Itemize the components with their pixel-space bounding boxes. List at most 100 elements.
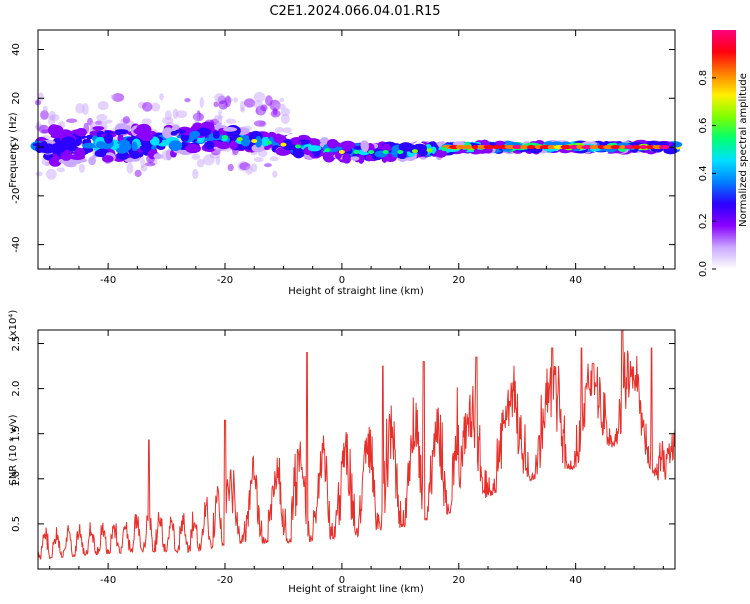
spectrogram-core [324, 148, 331, 153]
spectrogram-haze [141, 118, 152, 126]
spectrogram-haze [159, 93, 164, 101]
spectrogram-cell [251, 144, 265, 153]
spectrogram-haze [280, 107, 291, 117]
colorbar-tick-label: 0.4 [698, 165, 709, 181]
spectrogram-haze [215, 156, 221, 166]
figure-title: C2E1.2024.066.04.01.R15 [269, 4, 440, 19]
spectrogram-haze [214, 93, 225, 103]
spectrogram-haze [253, 120, 266, 127]
spectrogram-core [589, 145, 600, 150]
snr-xtick-label: 40 [569, 575, 582, 586]
spectrogram-haze [263, 163, 272, 168]
spectrogram-blobs [30, 91, 683, 180]
spectrogram-core [338, 149, 345, 154]
colorbar-tick-label: 0.0 [698, 261, 709, 277]
spectrogram-core [471, 145, 479, 150]
spectrogram-ticks: -40 -20 0 20 40 -40 -20 0 20 40 [11, 30, 675, 286]
spectrogram-cell [153, 153, 162, 160]
snr-xlabel: Height of straight line (km) [288, 584, 424, 595]
spectrogram-haze [227, 163, 234, 172]
spectrogram-core [569, 145, 578, 150]
spectrogram-haze [191, 153, 201, 160]
spectrogram-core [280, 142, 287, 147]
snr-xtick-label: -40 [100, 575, 116, 586]
spectrogram-haze [97, 100, 109, 111]
snr-ylabel-multiplier: (x10⁴) [8, 310, 19, 341]
spectrogram-core [397, 149, 404, 154]
spectrogram-haze [274, 127, 284, 133]
spectrogram-haze [245, 166, 253, 175]
snr-panel: -40 -20 0 20 40 0.5 1.0 1.5 2.0 2.5 Height of str… [8, 310, 676, 595]
spectrogram-haze [175, 110, 188, 119]
spectrogram-frame [37, 29, 676, 270]
spectrogram-cell [129, 150, 141, 159]
spectrogram-haze [104, 119, 113, 124]
spectrogram-cell [138, 130, 154, 142]
spectrogram-cell [322, 151, 333, 159]
spectrogram-haze [134, 169, 142, 178]
spectrogram-core [353, 149, 360, 154]
spectrogram-cell [75, 128, 87, 137]
spectrogram-ytick-label: 20 [11, 92, 22, 105]
spectrogram-cell [282, 138, 293, 150]
spectrogram-haze [48, 110, 56, 121]
spectrogram-core [295, 144, 302, 149]
spectrogram-haze [243, 98, 256, 108]
spectrogram-cell [326, 138, 339, 149]
spectrogram-cell [174, 129, 187, 134]
spectrogram-haze [240, 106, 245, 113]
spectrogram-cell [140, 143, 152, 153]
spectrogram-cell [350, 156, 360, 161]
spectrogram-haze [66, 118, 78, 123]
snr-series-line [37, 329, 676, 561]
spectrogram-haze [78, 163, 85, 173]
snr-ticks: -40 -20 0 20 40 0.5 1.0 1.5 2.0 2.5 [11, 330, 675, 586]
spectrogram-core [464, 145, 472, 150]
snr-ylabel: SNR (10 * v/v) [8, 414, 19, 485]
spectrogram-haze [151, 102, 161, 112]
spectrogram-ylabel: Frequency (Hz) [8, 112, 19, 188]
spectrogram-haze [274, 103, 286, 110]
spectrogram-haze [140, 164, 148, 172]
spectrogram-cell [49, 125, 64, 136]
spectrogram-cell [131, 141, 138, 152]
spectrogram-cell [49, 143, 66, 155]
snr-ytick-label: 2.5 [11, 336, 22, 352]
spectrogram-cell [168, 140, 183, 151]
spectrogram-haze [199, 96, 204, 109]
spectrogram-core [512, 145, 522, 150]
spectrogram-cell [292, 146, 305, 159]
spectrogram-haze [96, 113, 108, 122]
spectrogram-haze [202, 154, 215, 166]
spectrogram-haze [42, 105, 48, 112]
spectrogram-cell [82, 142, 97, 149]
snr-frame [37, 329, 676, 570]
spectrogram-haze [164, 110, 172, 121]
colorbar-label: Normalized spectral amplitude [738, 73, 749, 227]
snr-xtick-label: -20 [217, 575, 233, 586]
spectrogram-haze [144, 162, 156, 167]
spectrogram-haze [35, 171, 43, 177]
spectrogram-core [534, 145, 542, 150]
colorbar-ticks: 0.0 0.2 0.4 0.6 0.8 [698, 70, 716, 277]
spectrogram-xtick-label: 0 [339, 275, 345, 286]
spectrogram-cell [88, 156, 97, 166]
spectrogram-core [483, 145, 495, 150]
spectrogram-core [560, 145, 573, 150]
spectrogram-cell [204, 140, 215, 150]
spectrogram-core [426, 148, 433, 153]
spectrogram-xtick-label: -20 [217, 275, 233, 286]
spectrogram-cell [254, 136, 263, 148]
spectrogram-xtick-label: 40 [569, 275, 582, 286]
spectrogram-haze [38, 92, 44, 102]
spectrogram-core [520, 145, 529, 150]
spectrogram-core [492, 145, 500, 150]
spectrogram-ytick-label: 0 [11, 144, 22, 150]
spectrogram-panel: -40 -20 0 20 40 -40 -20 0 20 40 Height of straigh… [8, 29, 683, 297]
spectrogram-cell [212, 130, 220, 139]
snr-ytick-label: 2.0 [11, 381, 22, 397]
spectrogram-haze [172, 108, 179, 120]
spectrogram-cell [381, 143, 392, 152]
